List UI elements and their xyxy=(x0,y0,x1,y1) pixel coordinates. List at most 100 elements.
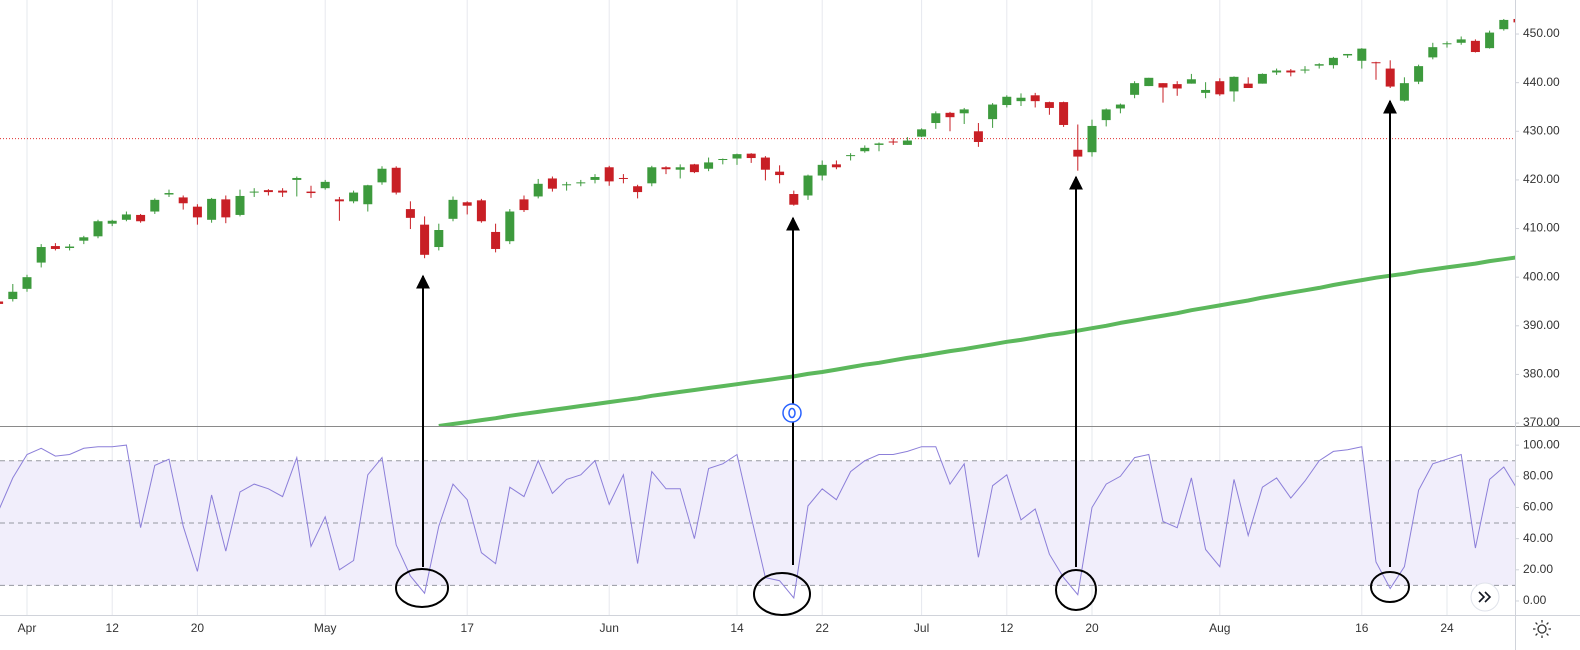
candle-body xyxy=(1300,69,1310,71)
circle-annotation xyxy=(1370,571,1410,603)
candle-body xyxy=(576,182,586,184)
y-tick-label: 430.00 xyxy=(1523,123,1560,137)
x-tick-label: 20 xyxy=(191,621,205,635)
y-tick-label: 420.00 xyxy=(1523,172,1560,186)
candle-body xyxy=(65,246,75,248)
candle-body xyxy=(831,164,841,168)
x-tick-label: 17 xyxy=(461,621,475,635)
candle-body xyxy=(1470,40,1480,53)
candle-body xyxy=(1286,70,1296,73)
candle-body xyxy=(1158,83,1168,88)
candle-body xyxy=(590,177,600,180)
candle-body xyxy=(888,141,898,143)
candle-body xyxy=(8,291,18,300)
candle-body xyxy=(732,154,742,159)
candle-body xyxy=(121,214,131,220)
y-tick-label: 380.00 xyxy=(1523,367,1560,381)
candle-body xyxy=(1186,79,1196,84)
candle-body xyxy=(789,194,799,205)
candle-body xyxy=(178,197,188,204)
candle-body xyxy=(746,153,756,159)
candle-body xyxy=(1101,109,1111,121)
candle-body xyxy=(988,104,998,120)
y-tick-label: 390.00 xyxy=(1523,318,1560,332)
candle-body xyxy=(476,200,486,222)
candle-body xyxy=(249,191,259,193)
candle-body xyxy=(1456,39,1466,43)
candle-body xyxy=(817,164,827,176)
y-tick-label: 100.00 xyxy=(1523,437,1560,451)
x-tick-label: 24 xyxy=(1440,621,1454,635)
x-tick-label: 12 xyxy=(1000,621,1014,635)
circle-annotation xyxy=(395,568,449,608)
candle-body xyxy=(718,159,728,161)
candle-body xyxy=(363,185,373,205)
candle-body xyxy=(1399,83,1409,101)
candle-body xyxy=(207,198,217,220)
candle-body xyxy=(902,140,912,145)
candle-body xyxy=(50,246,60,249)
candle-body xyxy=(1215,81,1225,95)
x-tick-label: 12 xyxy=(106,621,120,635)
candle-body xyxy=(79,237,89,241)
candle-body xyxy=(973,131,983,142)
candle-body xyxy=(1328,57,1338,66)
candle-body xyxy=(405,209,415,218)
candle-body xyxy=(1044,102,1054,108)
candle-body xyxy=(860,147,870,152)
scroll-button-icon[interactable] xyxy=(1478,591,1492,603)
candle-body xyxy=(1314,64,1324,66)
x-tick-label: Apr xyxy=(18,621,37,635)
candle-body xyxy=(164,193,174,195)
candle-body xyxy=(1485,32,1495,49)
settings-icon[interactable] xyxy=(1537,624,1547,634)
candle-body xyxy=(306,191,316,194)
candle-body xyxy=(931,113,941,124)
candle-body xyxy=(1016,97,1026,102)
candle-body xyxy=(292,177,302,180)
event-icon[interactable] xyxy=(782,403,802,423)
candle-body xyxy=(320,181,330,189)
candle-body xyxy=(661,167,671,170)
candle-body xyxy=(235,195,245,215)
settings-button[interactable] xyxy=(1533,620,1551,638)
candle-body xyxy=(93,221,103,237)
candle-body xyxy=(448,199,458,219)
candle-body xyxy=(1201,89,1211,93)
candle-body xyxy=(36,247,46,263)
x-tick-label: 22 xyxy=(816,621,830,635)
candle-body xyxy=(1073,149,1083,157)
price-pane xyxy=(0,18,1515,426)
candle-body xyxy=(846,155,856,157)
settings-icon-rays[interactable] xyxy=(1533,620,1551,638)
candle-body xyxy=(1257,73,1267,84)
candle-body xyxy=(263,190,273,193)
candle-body xyxy=(775,171,785,176)
candle-body xyxy=(1130,83,1140,95)
x-tick-label: Jul xyxy=(914,621,929,635)
candle-body xyxy=(1414,66,1424,82)
candle-body xyxy=(1513,18,1515,23)
y-tick-label: 80.00 xyxy=(1523,468,1553,482)
candle-body xyxy=(107,220,117,224)
candle-body xyxy=(1144,77,1154,87)
event-icon-glyph[interactable] xyxy=(788,407,796,419)
scroll-button[interactable] xyxy=(1470,582,1500,612)
candle-body xyxy=(505,211,515,242)
candle-body xyxy=(562,184,572,186)
candle-body xyxy=(491,231,501,249)
candle-body xyxy=(689,164,699,173)
y-tick-label: 410.00 xyxy=(1523,221,1560,235)
event-icon-ring[interactable] xyxy=(782,403,802,423)
candle-body xyxy=(1002,96,1012,106)
y-tick-label: 370.00 xyxy=(1523,415,1560,429)
candle-body xyxy=(647,167,657,184)
candle-body xyxy=(675,167,685,170)
candle-body xyxy=(604,167,614,182)
candle-body xyxy=(1499,19,1509,30)
candle-body xyxy=(1385,68,1395,87)
candle-body xyxy=(136,214,146,222)
y-tick-label: 440.00 xyxy=(1523,75,1560,89)
candle-body xyxy=(1229,76,1239,92)
